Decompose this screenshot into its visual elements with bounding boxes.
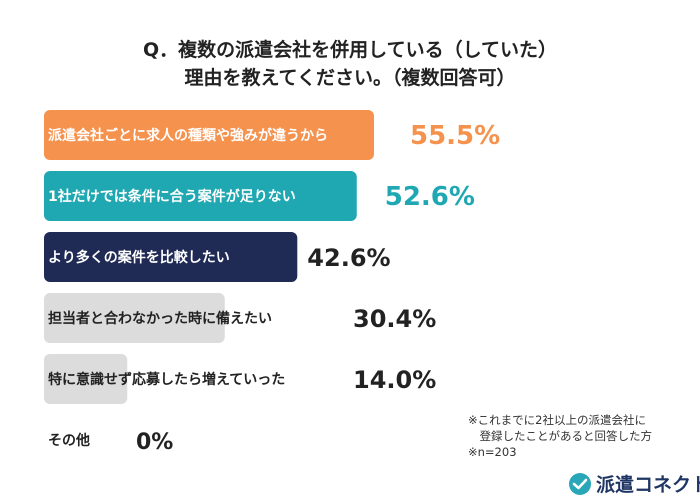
bar-5 <box>44 354 128 404</box>
bar-4 <box>44 293 225 343</box>
chart-title: Q．複数の派遣会社を併用している（していた） 理由を教えてください。（複数回答可… <box>0 36 700 92</box>
bar-2 <box>44 171 357 221</box>
footnote-line1: ※これまでに2社以上の派遣会社に <box>468 413 646 427</box>
category-label-1: 派遣会社ごとに求人の種類や強みが違うから <box>48 127 328 144</box>
chart-title-line2: 理由を教えてください。（複数回答可） <box>184 67 516 89</box>
category-label-2: 1社だけでは条件に合う案件が足りない <box>48 188 296 205</box>
chart-title-line1: Q．複数の派遣会社を併用している（していた） <box>142 39 557 61</box>
value-label-1: 55.5% <box>410 121 500 151</box>
category-label-6: その他 <box>48 432 90 449</box>
footnote: ※これまでに2社以上の派遣会社に 登録したことがあると回答した方 ※n=203 <box>468 412 652 460</box>
value-label-3: 42.6% <box>307 244 390 272</box>
footnote-line3: ※n=203 <box>468 445 517 459</box>
category-label-3: より多くの案件を比較したい <box>48 249 230 266</box>
footnote-line2: 登録したことがあると回答した方 <box>468 429 652 443</box>
connect-logo-icon <box>569 472 591 495</box>
bar-1 <box>44 110 374 160</box>
brand-logo: 派遣コネクト <box>568 470 700 497</box>
value-label-5: 14.0% <box>353 366 436 394</box>
bar-3 <box>44 232 298 282</box>
category-label-5: 特に意識せず応募したら増えていった <box>48 371 285 388</box>
value-label-4: 30.4% <box>353 305 436 333</box>
value-label-2: 52.6% <box>385 182 475 212</box>
brand-name: 派遣コネクト <box>596 474 700 496</box>
value-label-6: 0% <box>136 430 173 455</box>
category-label-4: 担当者と合わなかった時に備えたい <box>48 310 272 327</box>
